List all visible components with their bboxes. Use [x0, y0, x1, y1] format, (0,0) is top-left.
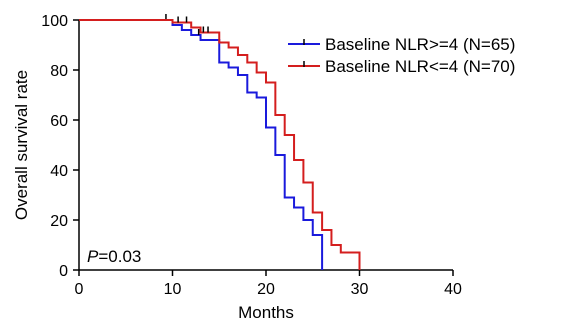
survival-curves — [79, 14, 361, 270]
x-tick-label: 30 — [351, 281, 369, 298]
survival-curve-2 — [79, 19, 361, 270]
x-tick-label: 40 — [444, 281, 462, 298]
y-tick-label: 40 — [50, 163, 68, 180]
y-ticks: 0 20 40 60 80 100 — [41, 13, 79, 280]
legend-label-2: Baseline NLR<=4 (N=70) — [325, 57, 515, 76]
x-tick-label: 10 — [164, 281, 182, 298]
p-value-annotation: P=0.03 — [87, 247, 141, 266]
axes: 0 10 20 30 40 0 20 40 60 80 100 — [41, 13, 462, 298]
survival-curve-1 — [79, 19, 324, 270]
x-ticks: 0 10 20 30 40 — [75, 270, 462, 298]
y-tick-label: 100 — [41, 13, 68, 30]
p-value-text: =0.03 — [98, 247, 141, 266]
y-tick-label: 60 — [50, 113, 68, 130]
legend: Baseline NLR>=4 (N=65) Baseline NLR<=4 (N… — [288, 35, 515, 76]
legend-label-1: Baseline NLR>=4 (N=65) — [325, 35, 515, 54]
p-value-symbol: P — [87, 247, 99, 266]
x-tick-label: 20 — [257, 281, 275, 298]
y-axis-title: Overall survival rate — [12, 70, 31, 220]
y-tick-label: 20 — [50, 213, 68, 230]
y-tick-label: 80 — [50, 63, 68, 80]
y-tick-label: 0 — [59, 263, 68, 280]
x-tick-label: 0 — [75, 281, 84, 298]
x-axis-title: Months — [238, 303, 294, 322]
